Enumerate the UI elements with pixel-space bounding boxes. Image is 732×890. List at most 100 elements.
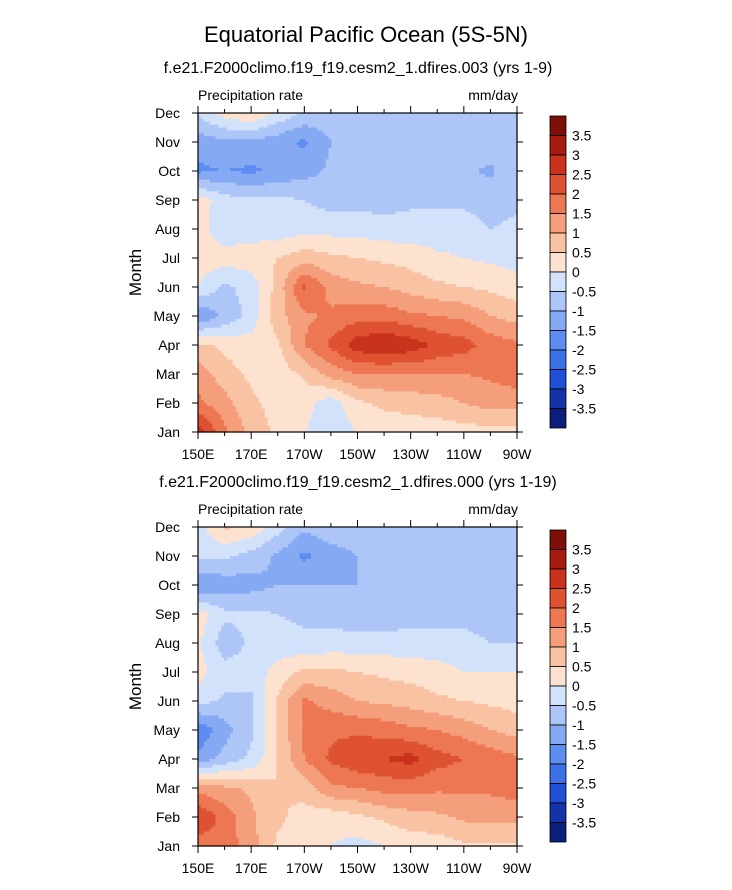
contour-cell — [253, 535, 274, 540]
contour-cell — [302, 738, 338, 743]
contour-cell — [343, 368, 518, 372]
colorbar-box — [549, 529, 567, 550]
contour-cell — [435, 767, 518, 772]
contour-cell — [348, 342, 428, 346]
contour-cell — [296, 535, 318, 540]
contour-cell — [302, 124, 309, 129]
contour-cell — [212, 764, 257, 769]
contour-cell — [372, 403, 469, 407]
contour-cell — [285, 527, 518, 531]
contour-cell — [485, 310, 518, 314]
contour-cell — [209, 205, 318, 210]
contour-cell — [221, 243, 237, 247]
contour-cell — [273, 269, 292, 274]
contour-cell — [316, 278, 350, 282]
contour-cell — [348, 345, 428, 349]
contour-cell — [311, 556, 359, 560]
y-tick-label: Dec — [155, 105, 180, 121]
contour-cell — [287, 735, 303, 740]
contour-cell — [293, 538, 324, 543]
contour-cell — [200, 680, 266, 685]
contour-cell — [282, 353, 301, 358]
contour-cell — [511, 385, 518, 390]
contour-cell — [198, 724, 208, 728]
contour-cell — [331, 336, 356, 340]
contour-cell — [198, 272, 208, 276]
colorbar-box — [549, 666, 567, 687]
contour-cell — [473, 701, 518, 705]
contour-cell — [337, 840, 373, 844]
contour-cell — [311, 414, 347, 419]
contour-cell — [325, 298, 440, 303]
contour-cell — [305, 759, 330, 763]
contour-cell — [305, 339, 330, 343]
contour-cell — [212, 234, 298, 239]
contour-cell — [276, 738, 289, 743]
contour-cell — [198, 376, 216, 381]
contour-cell — [235, 266, 274, 271]
contour-cell — [198, 637, 202, 641]
contour-cell — [198, 211, 211, 216]
contour-cell — [198, 532, 211, 537]
contour-cell — [206, 529, 263, 534]
contour-cell — [331, 234, 518, 239]
contour-cell — [227, 429, 245, 433]
contour-cell — [308, 761, 332, 766]
contour-cell — [227, 394, 257, 398]
contour-cell — [325, 289, 402, 294]
contour-cell — [316, 767, 350, 772]
contour-cell — [198, 732, 211, 737]
contour-cell — [221, 284, 231, 288]
contour-cell — [198, 142, 298, 146]
contour-cell — [215, 822, 237, 827]
contour-cell — [198, 674, 205, 679]
y-tick-label: Apr — [158, 751, 180, 767]
colorbar-label: 1 — [572, 639, 580, 655]
contour-cell — [412, 269, 515, 274]
contour-cell — [224, 353, 283, 358]
contour-cell — [287, 814, 364, 818]
contour-cell — [450, 753, 515, 757]
contour-cell — [340, 275, 428, 279]
contour-cell — [450, 252, 518, 256]
contour-cell — [198, 631, 205, 635]
contour-cell — [238, 628, 344, 632]
y-tick-label: Aug — [155, 635, 180, 651]
contour-cell — [215, 643, 245, 647]
contour-cell — [514, 269, 518, 274]
contour-cell — [287, 272, 332, 276]
contour-cell — [198, 579, 359, 583]
contour-cell — [418, 756, 460, 760]
contour-cell — [198, 645, 202, 650]
contour-cell — [203, 429, 216, 433]
contour-cell — [401, 411, 518, 416]
contour-cell — [285, 616, 518, 621]
contour-cell — [198, 359, 234, 363]
contour-cell — [206, 188, 518, 192]
contour-cell — [209, 214, 477, 218]
contour-cell — [250, 799, 359, 804]
contour-cell — [435, 790, 443, 795]
contour-cell — [244, 374, 301, 378]
contour-cell — [282, 683, 303, 688]
contour-cell — [464, 318, 506, 323]
contour-cell — [198, 188, 208, 192]
contour-cell — [198, 721, 228, 725]
contour-cell — [221, 417, 243, 421]
contour-cell — [198, 759, 211, 763]
contour-cell — [485, 165, 495, 169]
contour-cell — [229, 732, 254, 737]
contour-cell — [232, 362, 289, 366]
contour-cell — [258, 292, 272, 297]
contour-cell — [427, 345, 477, 349]
contour-cell — [200, 171, 243, 175]
contour-cell — [261, 405, 315, 410]
contour-cell — [253, 272, 274, 276]
contour-cell — [279, 532, 301, 537]
contour-cell — [287, 721, 303, 725]
contour-cell — [267, 564, 359, 569]
contour-cell — [264, 741, 277, 746]
contour-cell — [224, 115, 266, 120]
contour-cell — [198, 541, 222, 545]
contour-cell — [218, 605, 518, 609]
